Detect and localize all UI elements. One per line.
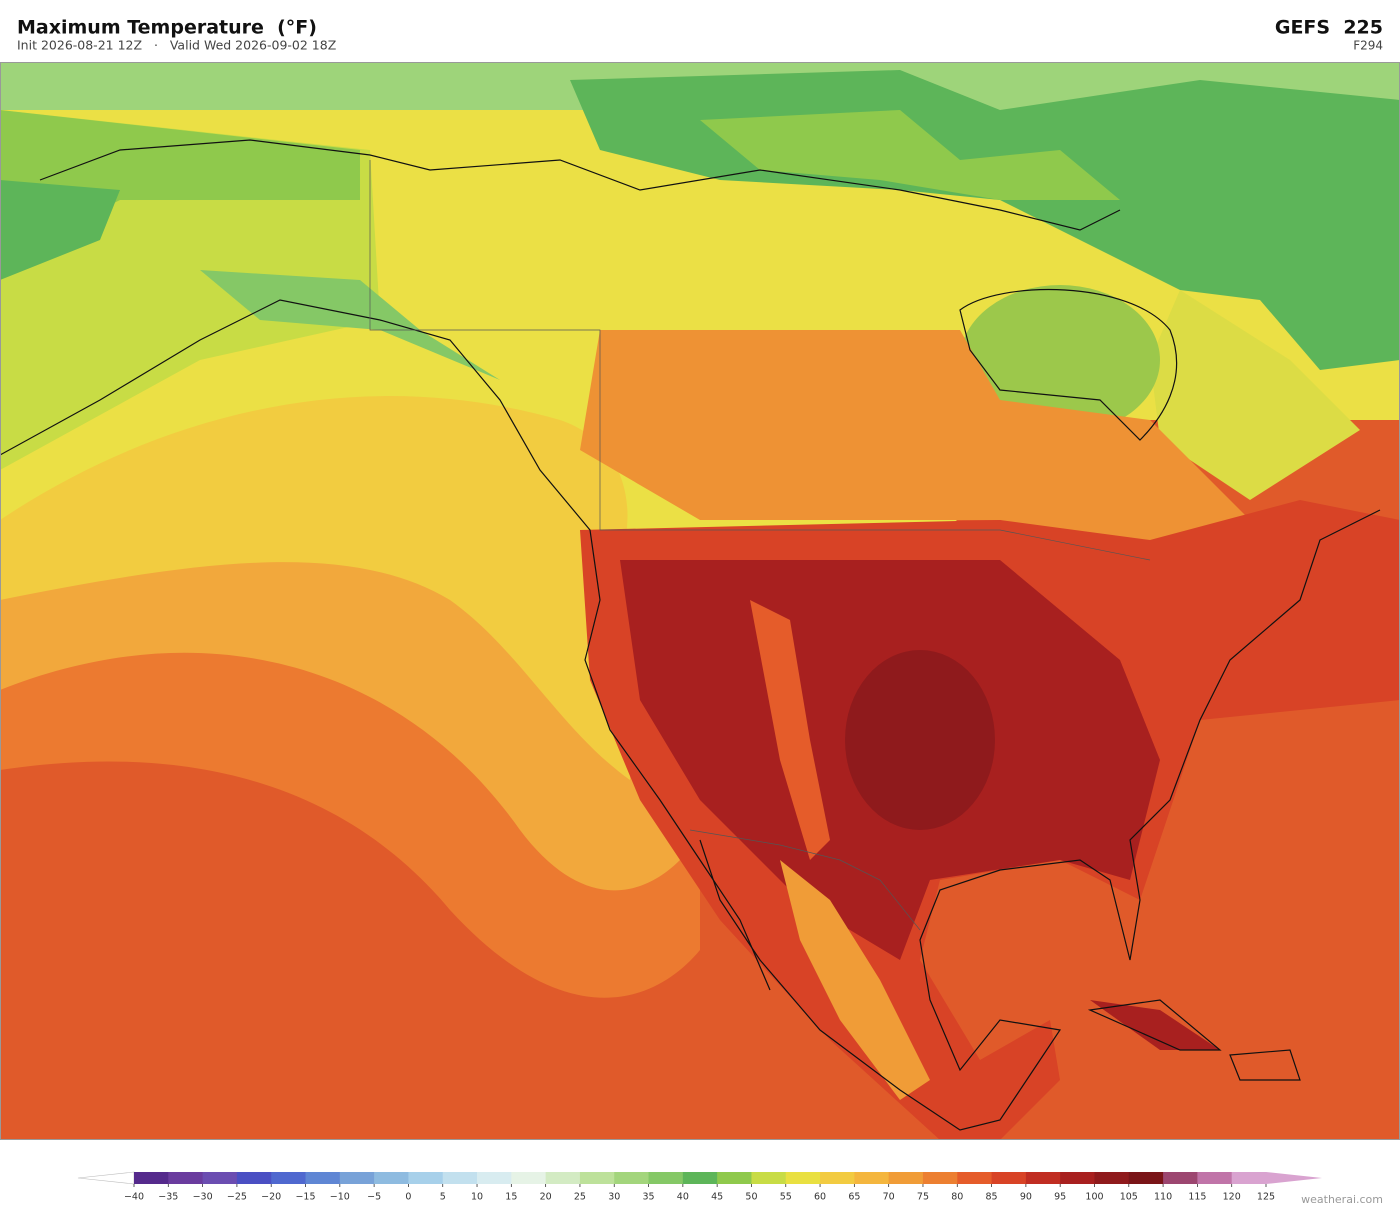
colorbar-tick-label: −35: [158, 1192, 178, 1203]
colorbar-bin: [236, 1172, 272, 1184]
temp-zone: [200, 270, 500, 380]
colorbar-tick-label: 25: [574, 1192, 586, 1203]
colorbar-tick-label: 105: [1120, 1192, 1138, 1203]
colorbar-bin: [751, 1172, 787, 1184]
coastline: [1087, 999, 1301, 1081]
colorbar-tick-label: 80: [951, 1192, 963, 1203]
colorbar-bin: [717, 1172, 752, 1184]
model-label: GEFS 225: [1275, 17, 1383, 39]
colorbar-bin: [477, 1172, 512, 1184]
colorbar-bin: [991, 1172, 1027, 1184]
colorbar-tick-label: 125: [1257, 1192, 1275, 1203]
colorbar-tick-label: 55: [780, 1192, 792, 1203]
temp-zone: [1150, 290, 1360, 500]
colorbar-tick-label: 20: [540, 1192, 552, 1203]
colorbar-under: [77, 1171, 135, 1185]
colorbar-tick-label: 35: [642, 1192, 654, 1203]
temp-zone: [1090, 1000, 1220, 1050]
temp-zone: [0, 180, 120, 280]
forecast-hour: F294: [1353, 39, 1383, 53]
colorbar-tick-label: −30: [193, 1192, 213, 1203]
colorbar-tick-label: 45: [711, 1192, 723, 1203]
colorbar-tick-label: 110: [1154, 1192, 1172, 1203]
colorbar-tick-label: −25: [227, 1192, 247, 1203]
temp-zone: [750, 600, 830, 860]
colorbar-tick-label: 0: [405, 1192, 411, 1203]
coastline: [39, 139, 1121, 231]
colorbar-bin: [339, 1172, 375, 1184]
border: [689, 829, 921, 931]
colorbar-bin: [1025, 1172, 1061, 1184]
colorbar-bin: [957, 1172, 993, 1184]
colorbar-tick-label: −20: [261, 1192, 281, 1203]
colorbar-bin: [305, 1172, 341, 1184]
colorbar-tick-label: 100: [1085, 1192, 1103, 1203]
colorbar-tick-label: 75: [917, 1192, 929, 1203]
temp-zone: [845, 650, 995, 830]
colorbar-tick-label: 5: [440, 1192, 446, 1203]
colorbar-tick-label: 15: [505, 1192, 517, 1203]
colorbar-bin: [854, 1172, 890, 1184]
colorbar-tick-label: 90: [1020, 1192, 1032, 1203]
coastline: [0, 299, 771, 991]
colorbar-tick-label: 50: [745, 1192, 757, 1203]
colorbar-bin: [682, 1172, 718, 1184]
colorbar-bin: [511, 1172, 547, 1184]
colorbar-bin: [545, 1172, 581, 1184]
colorbar-bin: [168, 1172, 204, 1184]
colorbar-tick-label: −10: [330, 1192, 350, 1203]
colorbar-bin: [888, 1172, 924, 1184]
colorbar-bin: [1197, 1172, 1233, 1184]
colorbar-tick-label: 95: [1054, 1192, 1066, 1203]
colorbar-over: [1266, 1172, 1322, 1184]
colorbar-bin: [785, 1172, 821, 1184]
temp-zone: [700, 110, 1120, 200]
colorbar-tick-label: 60: [814, 1192, 826, 1203]
colorbar-bin: [271, 1172, 307, 1184]
colorbar-bin: [408, 1172, 444, 1184]
hudson-bay: [960, 285, 1160, 435]
coastline: [699, 509, 1381, 1131]
colorbar-bin: [614, 1172, 650, 1184]
temp-zone: [580, 330, 1320, 560]
coastline: [959, 288, 1178, 441]
colorbar-tick-label: 120: [1223, 1192, 1241, 1203]
title: Maximum Temperature (°F): [17, 17, 317, 39]
colorbar-tick-label: −40: [124, 1192, 144, 1203]
colorbar-tick-label: 30: [608, 1192, 620, 1203]
colorbar-bin: [579, 1172, 615, 1184]
colorbar-tick-label: 115: [1188, 1192, 1206, 1203]
credit: weatherai.com: [1301, 1193, 1383, 1206]
colorbar-tick-label: 10: [471, 1192, 483, 1203]
colorbar-bin: [648, 1172, 684, 1184]
subtitle: Init 2026-08-21 12Z · Valid Wed 2026-09-…: [17, 38, 336, 53]
colorbar-bin: [442, 1172, 478, 1184]
colorbar-bin: [1094, 1172, 1130, 1184]
colorbar-bin: [1128, 1172, 1164, 1184]
colorbar-tick-label: 65: [848, 1192, 860, 1203]
colorbar: −40 −35 −30 −25 −20 −15 −10 −5 0 5 10 15 20 25 30 35 40 4…: [77, 1171, 1322, 1203]
colorbar-bin: [134, 1172, 169, 1184]
borders: [369, 160, 1151, 931]
colorbar-bin: [1231, 1172, 1267, 1184]
colorbar-bin: [922, 1172, 958, 1184]
colorbar-tick-label: 40: [677, 1192, 689, 1203]
colorbar-bin: [202, 1172, 238, 1184]
colorbar-bin: [374, 1172, 409, 1184]
colorbar-bin: [1163, 1172, 1198, 1184]
colorbar-tick-label: −5: [367, 1192, 381, 1203]
map: [0, 62, 1400, 1140]
colorbar-bin: [1060, 1172, 1095, 1184]
colorbar-tick-label: −15: [295, 1192, 315, 1203]
colorbar-bin: [820, 1172, 855, 1184]
temp-zone: [780, 860, 930, 1100]
colorbar-tick-label: 70: [883, 1192, 895, 1203]
temp-zone: [0, 110, 360, 260]
colorbar-tick-label: 85: [986, 1192, 998, 1203]
coastlines: [0, 139, 1381, 1131]
border: [369, 160, 1151, 561]
